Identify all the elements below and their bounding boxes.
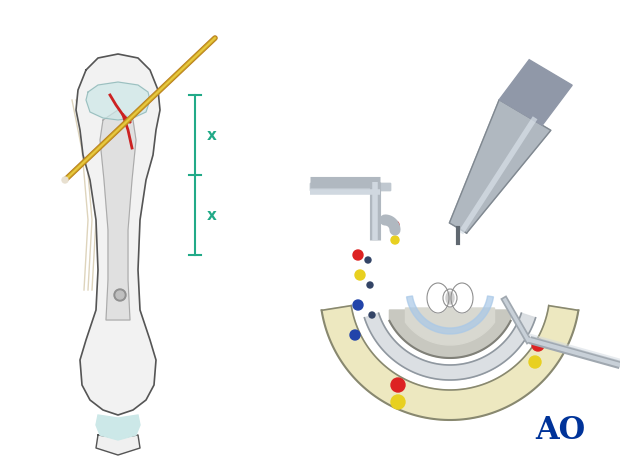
Circle shape bbox=[391, 236, 399, 244]
Circle shape bbox=[529, 356, 541, 368]
Polygon shape bbox=[499, 60, 572, 125]
Circle shape bbox=[367, 282, 373, 288]
Circle shape bbox=[391, 378, 405, 392]
Text: x: x bbox=[207, 128, 217, 142]
Circle shape bbox=[350, 330, 360, 340]
Circle shape bbox=[532, 339, 544, 351]
Polygon shape bbox=[96, 435, 140, 455]
Polygon shape bbox=[365, 313, 536, 380]
Ellipse shape bbox=[427, 283, 449, 313]
Polygon shape bbox=[450, 100, 551, 233]
Polygon shape bbox=[86, 82, 150, 120]
Polygon shape bbox=[389, 310, 511, 358]
Text: x: x bbox=[207, 207, 217, 223]
Circle shape bbox=[369, 312, 375, 318]
Polygon shape bbox=[407, 296, 494, 334]
Circle shape bbox=[62, 177, 68, 183]
Polygon shape bbox=[96, 415, 140, 440]
Circle shape bbox=[114, 289, 126, 301]
Circle shape bbox=[355, 270, 365, 280]
Circle shape bbox=[391, 395, 405, 409]
Ellipse shape bbox=[443, 286, 457, 304]
Circle shape bbox=[353, 300, 363, 310]
Ellipse shape bbox=[451, 283, 473, 313]
Circle shape bbox=[353, 250, 363, 260]
Circle shape bbox=[365, 257, 371, 263]
Polygon shape bbox=[322, 306, 578, 420]
Polygon shape bbox=[100, 110, 136, 320]
Circle shape bbox=[116, 291, 124, 299]
Polygon shape bbox=[76, 54, 160, 415]
Ellipse shape bbox=[446, 292, 454, 304]
Circle shape bbox=[391, 221, 399, 229]
Polygon shape bbox=[405, 308, 495, 345]
Text: AO: AO bbox=[535, 414, 585, 446]
